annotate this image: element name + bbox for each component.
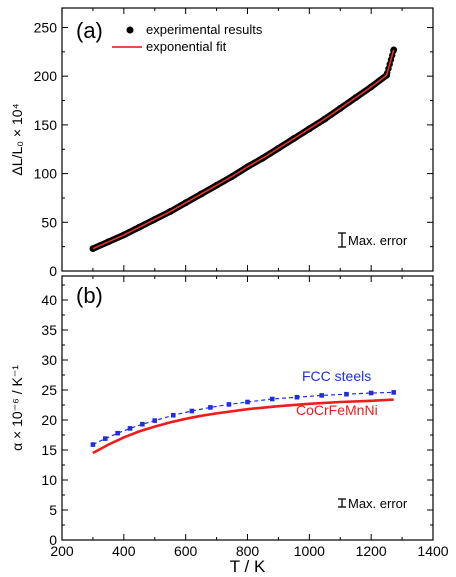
panel-a-y-axis-label: ΔL/L₀ × 10⁴ — [9, 103, 25, 175]
fcc-steels-label: FCC steels — [302, 368, 371, 384]
x-tick-label: 1200 — [356, 543, 387, 559]
fcc-steels-point — [391, 390, 397, 395]
y-tick-label: 30 — [41, 352, 57, 368]
x-tick-label: 200 — [50, 543, 74, 559]
panel-b: 200 400 600 800 1000 1200 1400 0 5 10 15 20 25 30 35 40… — [9, 275, 449, 576]
fcc-steels-point — [269, 396, 275, 402]
x-tick-label: 600 — [174, 543, 198, 559]
fcc-steels-point — [189, 408, 195, 414]
panel-b-marks: FCC steels CoCrFeMnNi — [90, 368, 397, 455]
y-tick-label: 200 — [34, 68, 58, 84]
panel-b-y-axis-label: α × 10⁻⁶ / K⁻¹ — [9, 365, 25, 451]
fcc-steels-point — [152, 418, 158, 423]
x-tick-label: 1400 — [417, 543, 448, 559]
panel-a-label: (a) — [76, 18, 103, 43]
experimental-data-point — [390, 46, 398, 54]
y-tick-label: 40 — [41, 292, 57, 308]
fcc-steels-point — [140, 421, 145, 427]
max-error-label: Max. error — [348, 496, 408, 511]
y-tick-label: 100 — [34, 166, 58, 182]
y-tick-label: 150 — [34, 117, 58, 133]
panel-b-ticks: 200 400 600 800 1000 1200 1400 0 5 10 15 20 25 30 35 40 — [41, 276, 449, 559]
y-tick-label: 10 — [41, 472, 57, 488]
fcc-steels-point — [102, 436, 108, 441]
fcc-steels-line — [92, 391, 394, 446]
fcc-steels-point — [344, 391, 349, 397]
panel-a: 0 50 100 150 200 250 (a) experimental results… — [9, 7, 434, 279]
fcc-steels-point — [127, 426, 133, 431]
legend-marker-experimental — [126, 26, 134, 34]
fcc-steels-point — [245, 399, 250, 405]
y-tick-label: 0 — [49, 532, 57, 548]
legend-label-experimental: experimental results — [146, 22, 263, 37]
exponential-fit-line — [92, 49, 395, 250]
cocrfemnni-label: CoCrFeMnNi — [296, 402, 378, 418]
panel-a-max-error: Max. error — [338, 232, 408, 248]
x-axis-label: T / K — [230, 557, 266, 576]
y-tick-label: 15 — [41, 442, 57, 458]
y-tick-label: 50 — [41, 214, 57, 230]
x-tick-label: 1000 — [294, 543, 325, 559]
fcc-steels-point — [294, 394, 300, 400]
panel-b-label: (b) — [76, 283, 103, 308]
fcc-steels-point — [115, 430, 120, 436]
legend-label-fit: exponential fit — [146, 39, 227, 54]
y-tick-label: 20 — [41, 412, 57, 428]
fcc-steels-point — [171, 412, 176, 418]
x-tick-label: 400 — [112, 543, 136, 559]
panel-a-marks — [89, 46, 398, 252]
x-tick-label: 800 — [236, 543, 260, 559]
panel-a-legend: experimental results exponential fit — [112, 22, 263, 54]
y-tick-label: 0 — [49, 263, 57, 279]
fcc-steels-point — [226, 402, 232, 407]
max-error-label: Max. error — [348, 233, 408, 248]
fcc-steels-point — [319, 393, 324, 398]
panel-b-max-error: Max. error — [338, 496, 408, 511]
fcc-steels-point — [90, 442, 96, 447]
y-tick-label: 35 — [41, 322, 57, 338]
fcc-steels-point — [208, 405, 213, 410]
y-tick-label: 250 — [34, 19, 58, 35]
cocrfemnni-line — [92, 398, 394, 455]
panel-a-ticks: 0 50 100 150 200 250 — [34, 8, 434, 279]
y-tick-label: 5 — [49, 502, 57, 518]
y-tick-label: 25 — [41, 382, 57, 398]
fcc-steels-point — [368, 390, 374, 396]
